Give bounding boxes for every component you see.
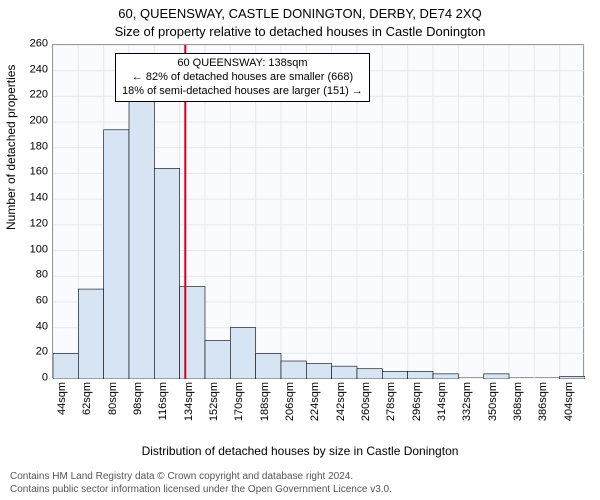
x-tick: 80sqm	[107, 382, 119, 442]
x-tick: 152sqm	[208, 382, 220, 442]
histogram-bar	[357, 369, 382, 379]
x-tick: 44sqm	[56, 382, 68, 442]
histogram-bar	[78, 289, 103, 379]
histogram-bar	[382, 371, 407, 379]
y-tick: 220	[8, 90, 48, 101]
histogram-bar	[306, 364, 331, 379]
x-axis-label: Distribution of detached houses by size …	[0, 444, 600, 458]
histogram-bar	[53, 353, 78, 379]
x-tick: 62sqm	[81, 382, 93, 442]
plot-area: 60 QUEENSWAY: 138sqm ← 82% of detached h…	[52, 44, 584, 378]
y-tick: 120	[8, 218, 48, 229]
y-tick: 40	[8, 321, 48, 332]
y-tick: 80	[8, 270, 48, 281]
attribution-line1: Contains HM Land Registry data © Crown c…	[10, 471, 590, 484]
chart-container: 60, QUEENSWAY, CASTLE DONINGTON, DERBY, …	[0, 0, 600, 500]
histogram-bar	[154, 168, 179, 379]
annotation-box: 60 QUEENSWAY: 138sqm ← 82% of detached h…	[115, 53, 370, 102]
x-tick: 386sqm	[537, 382, 549, 442]
chart-title-line1: 60, QUEENSWAY, CASTLE DONINGTON, DERBY, …	[0, 6, 600, 21]
x-tick: 188sqm	[259, 382, 271, 442]
histogram-bar	[332, 366, 357, 379]
histogram-bar	[408, 371, 433, 379]
annotation-line3: 18% of semi-detached houses are larger (…	[122, 85, 363, 99]
x-tick: 296sqm	[411, 382, 423, 442]
attribution: Contains HM Land Registry data © Crown c…	[10, 471, 590, 496]
x-tick: 350sqm	[487, 382, 499, 442]
histogram-bar	[484, 374, 509, 379]
y-tick: 100	[8, 244, 48, 255]
y-tick: 60	[8, 295, 48, 306]
x-tick: 224sqm	[309, 382, 321, 442]
y-tick: 260	[8, 39, 48, 50]
x-tick: 206sqm	[284, 382, 296, 442]
histogram-bar	[129, 94, 154, 379]
x-tick: 260sqm	[360, 382, 372, 442]
y-tick: 140	[8, 193, 48, 204]
x-tick: 404sqm	[563, 382, 575, 442]
x-tick: 170sqm	[233, 382, 245, 442]
y-tick: 240	[8, 64, 48, 75]
histogram-bar	[230, 328, 255, 379]
x-tick: 278sqm	[385, 382, 397, 442]
x-tick: 368sqm	[512, 382, 524, 442]
y-tick: 200	[8, 116, 48, 127]
annotation-line1: 60 QUEENSWAY: 138sqm	[122, 57, 363, 71]
x-tick: 134sqm	[183, 382, 195, 442]
y-tick: 20	[8, 347, 48, 358]
y-tick: 160	[8, 167, 48, 178]
x-tick: 242sqm	[335, 382, 347, 442]
annotation-line2: ← 82% of detached houses are smaller (66…	[122, 71, 363, 85]
chart-title-line2: Size of property relative to detached ho…	[0, 24, 600, 39]
histogram-bar	[104, 130, 129, 379]
y-tick: 180	[8, 141, 48, 152]
x-tick: 116sqm	[157, 382, 169, 442]
y-tick: 0	[8, 373, 48, 384]
histogram-bar	[281, 361, 306, 379]
attribution-line2: Contains public sector information licen…	[10, 484, 590, 497]
x-tick: 98sqm	[132, 382, 144, 442]
histogram-bar	[433, 374, 458, 379]
histogram-bar	[180, 287, 205, 379]
histogram-bar	[256, 353, 281, 379]
x-tick: 332sqm	[461, 382, 473, 442]
x-tick: 314sqm	[436, 382, 448, 442]
histogram-bar	[205, 340, 230, 379]
histogram-bar	[560, 376, 585, 379]
